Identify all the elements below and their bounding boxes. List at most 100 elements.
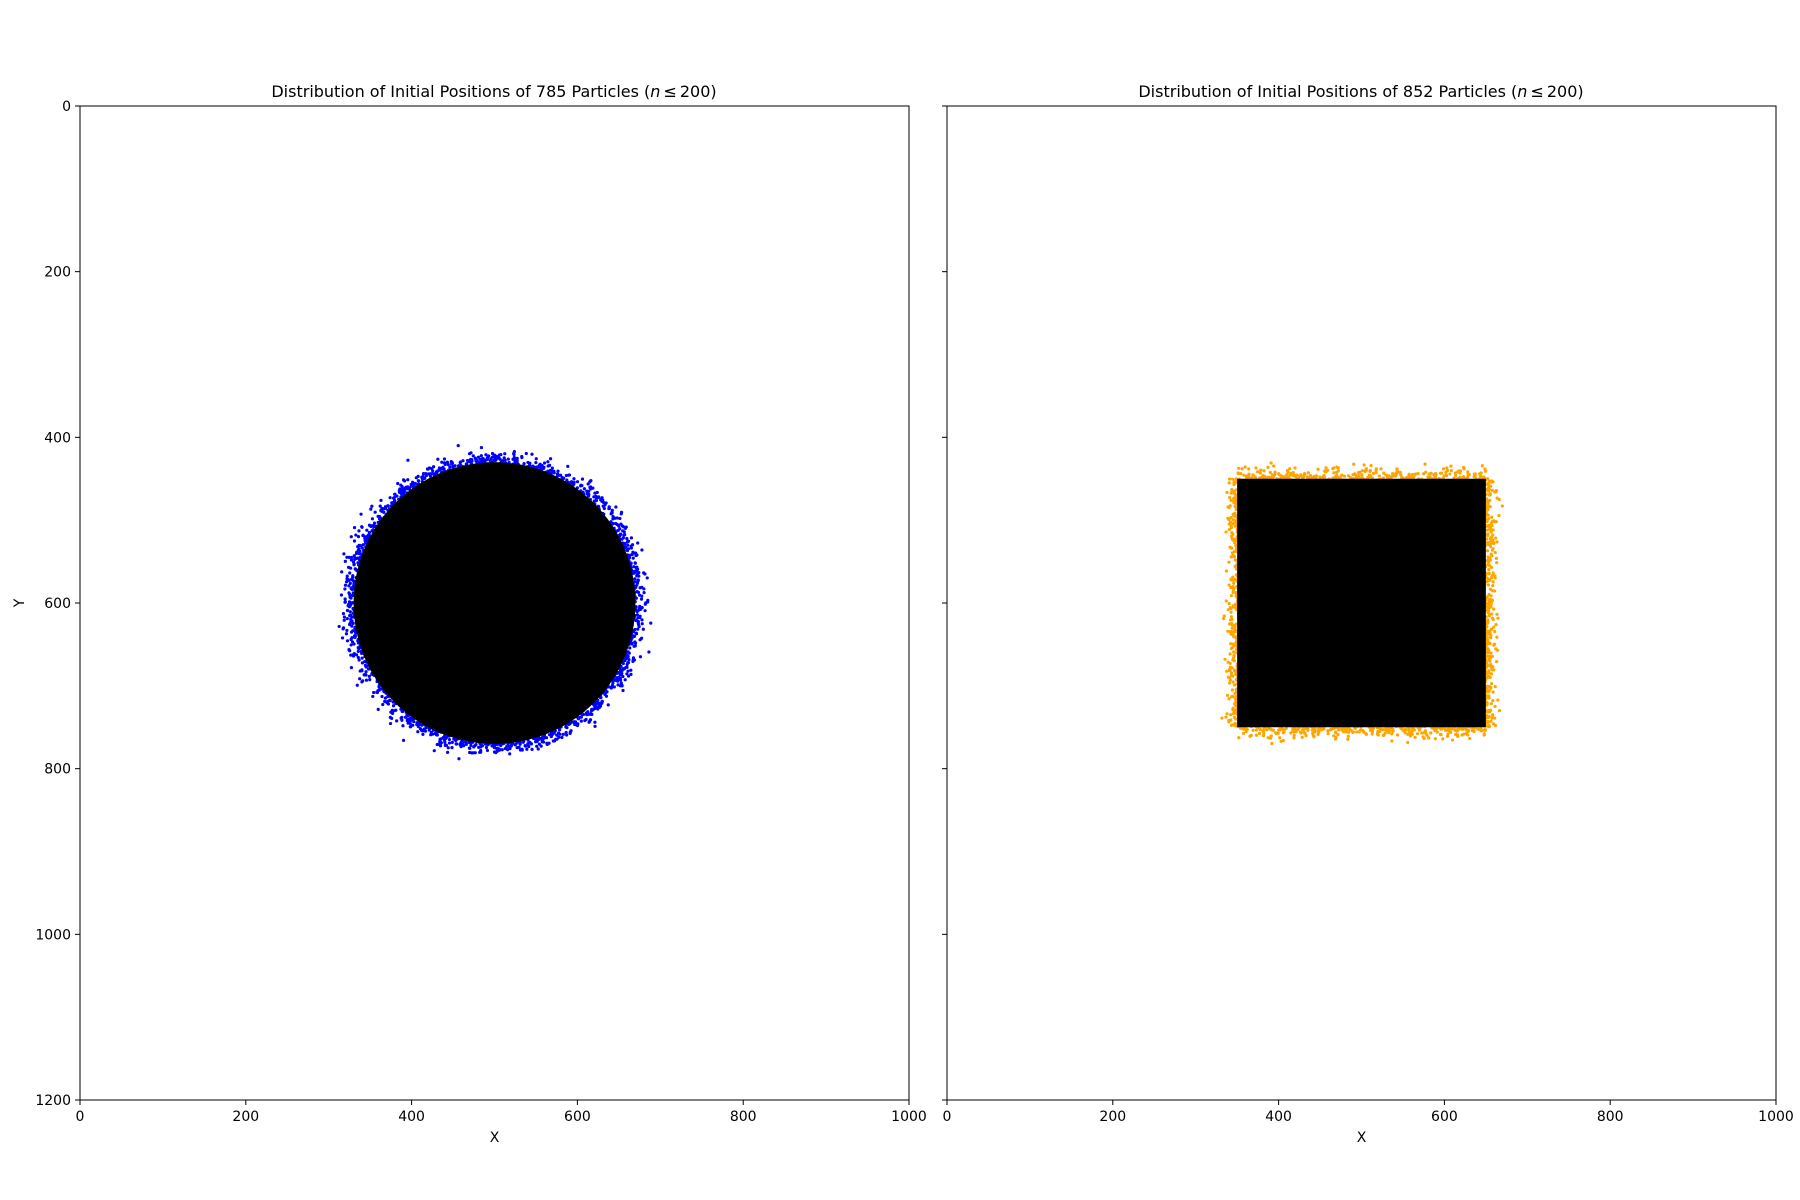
scatter-point bbox=[587, 492, 591, 497]
scatter-point bbox=[454, 738, 458, 742]
scatter-point bbox=[589, 709, 594, 713]
scatter-point bbox=[1333, 475, 1337, 479]
scatter-point bbox=[1490, 554, 1494, 558]
scatter-point bbox=[1320, 476, 1324, 480]
scatter-point bbox=[635, 613, 639, 617]
scatter-point bbox=[1323, 469, 1327, 473]
scatter-point bbox=[1227, 697, 1231, 701]
scatter-point bbox=[393, 492, 397, 496]
scatter-point bbox=[1245, 475, 1249, 480]
scatter-point bbox=[1489, 605, 1493, 609]
scatter-point bbox=[1234, 543, 1238, 548]
scatter-point bbox=[1456, 728, 1460, 732]
scatter-point bbox=[484, 745, 489, 750]
scatter-point bbox=[360, 680, 364, 684]
scatter-point bbox=[349, 630, 354, 634]
scatter-point bbox=[479, 750, 483, 754]
scatter-point bbox=[1449, 727, 1453, 731]
scatter-point bbox=[1228, 665, 1233, 669]
scatter-point bbox=[1490, 612, 1494, 616]
scatter-point bbox=[508, 747, 512, 751]
scatter-point bbox=[1270, 741, 1274, 746]
scatter-point bbox=[1450, 738, 1455, 742]
scatter-point bbox=[613, 516, 617, 520]
scatter-point bbox=[379, 498, 383, 503]
scatter-point bbox=[1233, 683, 1237, 687]
scatter-point bbox=[623, 658, 627, 663]
scatter-point bbox=[1466, 470, 1470, 474]
scatter-point bbox=[1337, 728, 1341, 732]
scatter-point bbox=[1346, 474, 1351, 478]
plot-marks bbox=[1220, 461, 1504, 746]
scatter-point bbox=[1488, 558, 1492, 562]
scatter-point bbox=[1443, 726, 1447, 730]
scatter-point bbox=[344, 632, 349, 636]
scatter-point bbox=[1422, 736, 1426, 740]
scatter-point bbox=[586, 482, 590, 486]
scatter-point bbox=[1234, 573, 1238, 577]
scatter-point bbox=[1311, 731, 1315, 735]
scatter-point bbox=[600, 701, 604, 705]
scatter-point bbox=[411, 482, 415, 486]
scatter-point bbox=[503, 452, 507, 456]
scatter-point bbox=[1490, 713, 1495, 717]
scatter-point bbox=[424, 726, 428, 730]
scatter-point bbox=[1500, 504, 1504, 508]
scatter-point bbox=[345, 608, 350, 613]
scatter-point bbox=[456, 444, 460, 448]
scatter-point bbox=[1302, 475, 1306, 479]
scatter-point bbox=[1227, 583, 1231, 587]
scatter-point bbox=[446, 750, 450, 755]
scatter-point bbox=[345, 628, 349, 633]
scatter-point bbox=[598, 704, 603, 708]
scatter-point bbox=[614, 505, 618, 509]
scatter-point bbox=[1240, 467, 1244, 471]
scatter-point bbox=[567, 473, 572, 477]
scatter-point bbox=[1316, 729, 1320, 733]
scatter-point bbox=[1332, 471, 1336, 475]
scatter-point bbox=[355, 683, 359, 687]
scatter-point bbox=[1231, 680, 1235, 684]
scatter-point bbox=[1232, 581, 1236, 585]
scatter-point bbox=[620, 668, 624, 672]
scatter-point bbox=[1310, 728, 1314, 732]
scatter-point bbox=[360, 669, 364, 673]
scatter-point bbox=[415, 722, 419, 727]
scatter-point bbox=[1486, 606, 1491, 610]
scatter-point bbox=[1444, 473, 1449, 478]
scatter-point bbox=[1247, 472, 1251, 476]
scatter-point bbox=[1266, 475, 1270, 480]
scatter-point bbox=[1462, 732, 1466, 736]
scatter-point bbox=[1491, 533, 1495, 537]
scatter-point bbox=[1230, 578, 1234, 582]
scatter-point bbox=[494, 458, 498, 462]
scatter-point bbox=[357, 658, 361, 662]
scatter-point bbox=[1453, 471, 1457, 475]
scatter-point bbox=[1497, 513, 1501, 518]
scatter-point bbox=[633, 580, 637, 584]
scatter-point bbox=[640, 606, 644, 610]
scatter-point bbox=[1378, 727, 1382, 731]
scatter-point bbox=[376, 707, 380, 711]
scatter-point bbox=[1370, 476, 1374, 480]
scatter-point bbox=[468, 750, 472, 755]
scatter-point bbox=[1454, 473, 1458, 478]
scatter-point bbox=[479, 445, 484, 450]
scatter-point bbox=[350, 619, 354, 623]
scatter-point bbox=[416, 479, 420, 483]
scatter-point bbox=[633, 561, 637, 565]
scatter-point bbox=[513, 743, 517, 747]
scatter-point bbox=[1482, 475, 1486, 479]
scatter-point bbox=[1368, 469, 1372, 473]
scatter-point bbox=[366, 667, 371, 671]
scatter-point bbox=[529, 742, 534, 746]
scatter-point bbox=[342, 552, 346, 556]
scatter-point bbox=[1272, 464, 1276, 468]
scatter-point bbox=[634, 631, 638, 635]
scatter-point bbox=[1232, 650, 1236, 654]
scatter-point bbox=[351, 574, 355, 578]
scatter-point bbox=[500, 748, 504, 752]
scatter-point bbox=[1462, 474, 1466, 479]
scatter-point bbox=[406, 721, 410, 725]
scatter-point bbox=[347, 555, 351, 559]
